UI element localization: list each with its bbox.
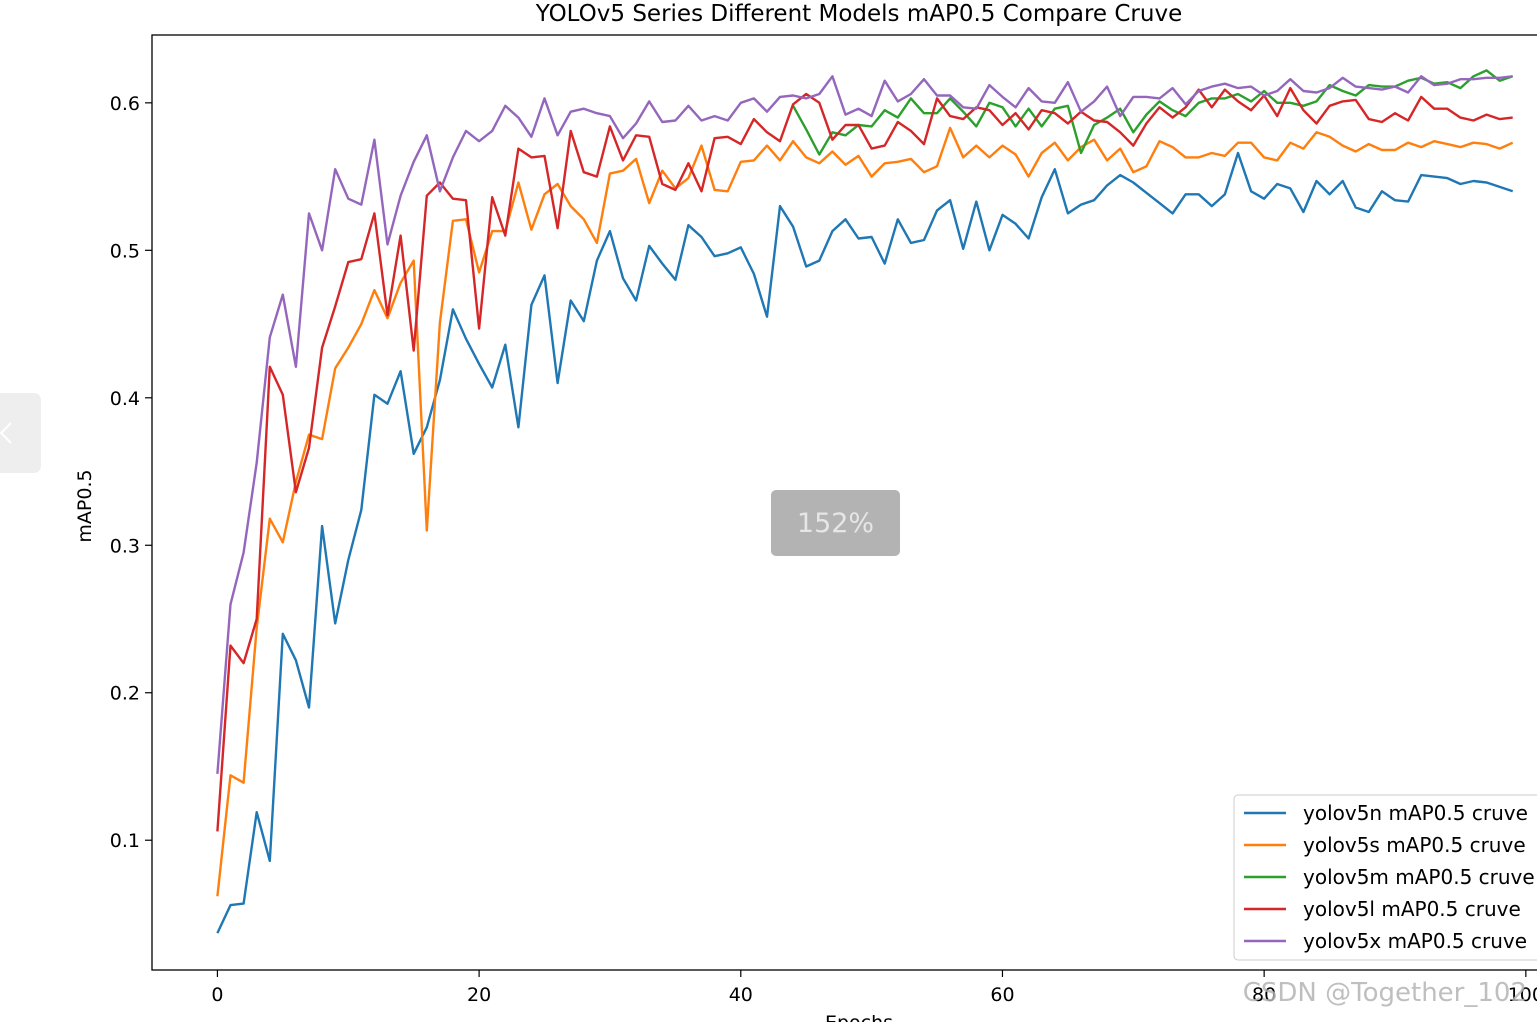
series-line-3	[216, 86, 1513, 832]
legend-label: yolov5s mAP0.5 cruve	[1303, 833, 1526, 857]
legend-box	[1233, 794, 1537, 961]
x-tick-label: 60	[990, 984, 1014, 1006]
series-line-0	[216, 151, 1514, 934]
plot-area	[151, 34, 1537, 971]
x-axis-label: Epochs	[825, 1012, 893, 1022]
y-tick-label: 0.2	[110, 683, 140, 705]
x-tick-label: 20	[467, 984, 491, 1006]
chevron-left-icon	[0, 422, 12, 444]
previous-image-button[interactable]	[0, 393, 41, 473]
y-axis-label: mAP0.5	[74, 469, 96, 542]
x-tick-label: 100	[1508, 984, 1537, 1006]
legend-label: yolov5m mAP0.5 cruve	[1303, 865, 1535, 889]
y-tick-label: 0.5	[110, 240, 140, 262]
series-line-2	[792, 69, 1514, 156]
x-tick-label: 80	[1252, 984, 1276, 1006]
x-tick-label: 40	[729, 984, 753, 1006]
legend-label: yolov5x mAP0.5 cruve	[1303, 929, 1527, 953]
y-tick-label: 0.3	[110, 535, 140, 557]
legend: yolov5n mAP0.5 cruve yolov5s mAP0.5 cruve…	[1233, 794, 1537, 961]
legend-label: yolov5l mAP0.5 cruve	[1303, 897, 1521, 921]
x-tick-label: 0	[211, 984, 223, 1006]
series-lines	[216, 69, 1514, 934]
legend-label: yolov5n mAP0.5 cruve	[1303, 801, 1528, 825]
series-line-1	[216, 126, 1514, 897]
watermark: CSDN @Together_102	[1242, 978, 1527, 1008]
y-tick-label: 0.4	[110, 388, 140, 410]
zoom-level-badge: 152%	[771, 490, 900, 556]
series-line-4	[216, 75, 1513, 774]
y-tick-label: 0.1	[110, 830, 140, 852]
y-axis: 0.1 0.2 0.3 0.4 0.5 0.6	[110, 93, 152, 852]
y-tick-label: 0.6	[110, 93, 140, 115]
chart-title: YOLOv5 Series Different Models mAP0.5 Co…	[535, 1, 1182, 27]
x-axis: 0 20 40 60 80 100	[211, 970, 1537, 1006]
